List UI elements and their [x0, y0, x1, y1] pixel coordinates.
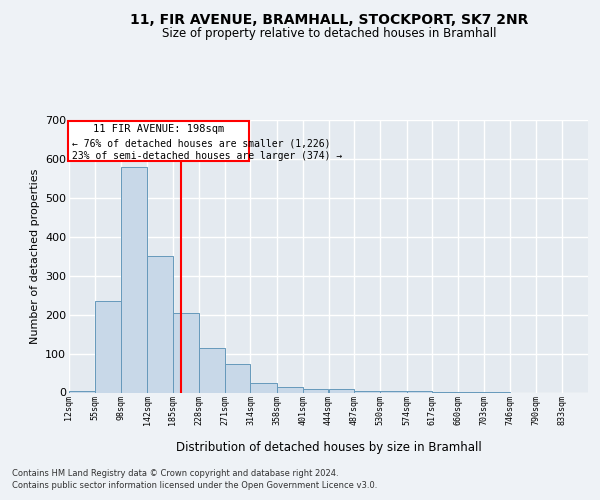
Bar [380, 390, 407, 392]
Bar [224, 364, 250, 392]
Text: Size of property relative to detached houses in Bramhall: Size of property relative to detached ho… [161, 28, 496, 40]
Bar [277, 388, 302, 392]
Bar [329, 390, 355, 392]
Bar [121, 166, 147, 392]
Bar [69, 390, 95, 392]
Bar [173, 312, 199, 392]
Bar [250, 383, 277, 392]
Text: 23% of semi-detached houses are larger (374) →: 23% of semi-detached houses are larger (… [72, 151, 342, 161]
Bar [95, 301, 121, 392]
Text: ← 76% of detached houses are smaller (1,226): ← 76% of detached houses are smaller (1,… [72, 138, 331, 148]
Text: Distribution of detached houses by size in Bramhall: Distribution of detached houses by size … [176, 441, 482, 454]
Y-axis label: Number of detached properties: Number of detached properties [29, 168, 40, 344]
Text: 11, FIR AVENUE, BRAMHALL, STOCKPORT, SK7 2NR: 11, FIR AVENUE, BRAMHALL, STOCKPORT, SK7… [130, 12, 528, 26]
Bar [147, 256, 173, 392]
Bar [355, 390, 380, 392]
Text: 11 FIR AVENUE: 198sqm: 11 FIR AVENUE: 198sqm [93, 124, 224, 134]
Bar [199, 348, 224, 393]
Text: Contains public sector information licensed under the Open Government Licence v3: Contains public sector information licen… [12, 481, 377, 490]
Bar [302, 388, 329, 392]
Text: Contains HM Land Registry data © Crown copyright and database right 2024.: Contains HM Land Registry data © Crown c… [12, 469, 338, 478]
